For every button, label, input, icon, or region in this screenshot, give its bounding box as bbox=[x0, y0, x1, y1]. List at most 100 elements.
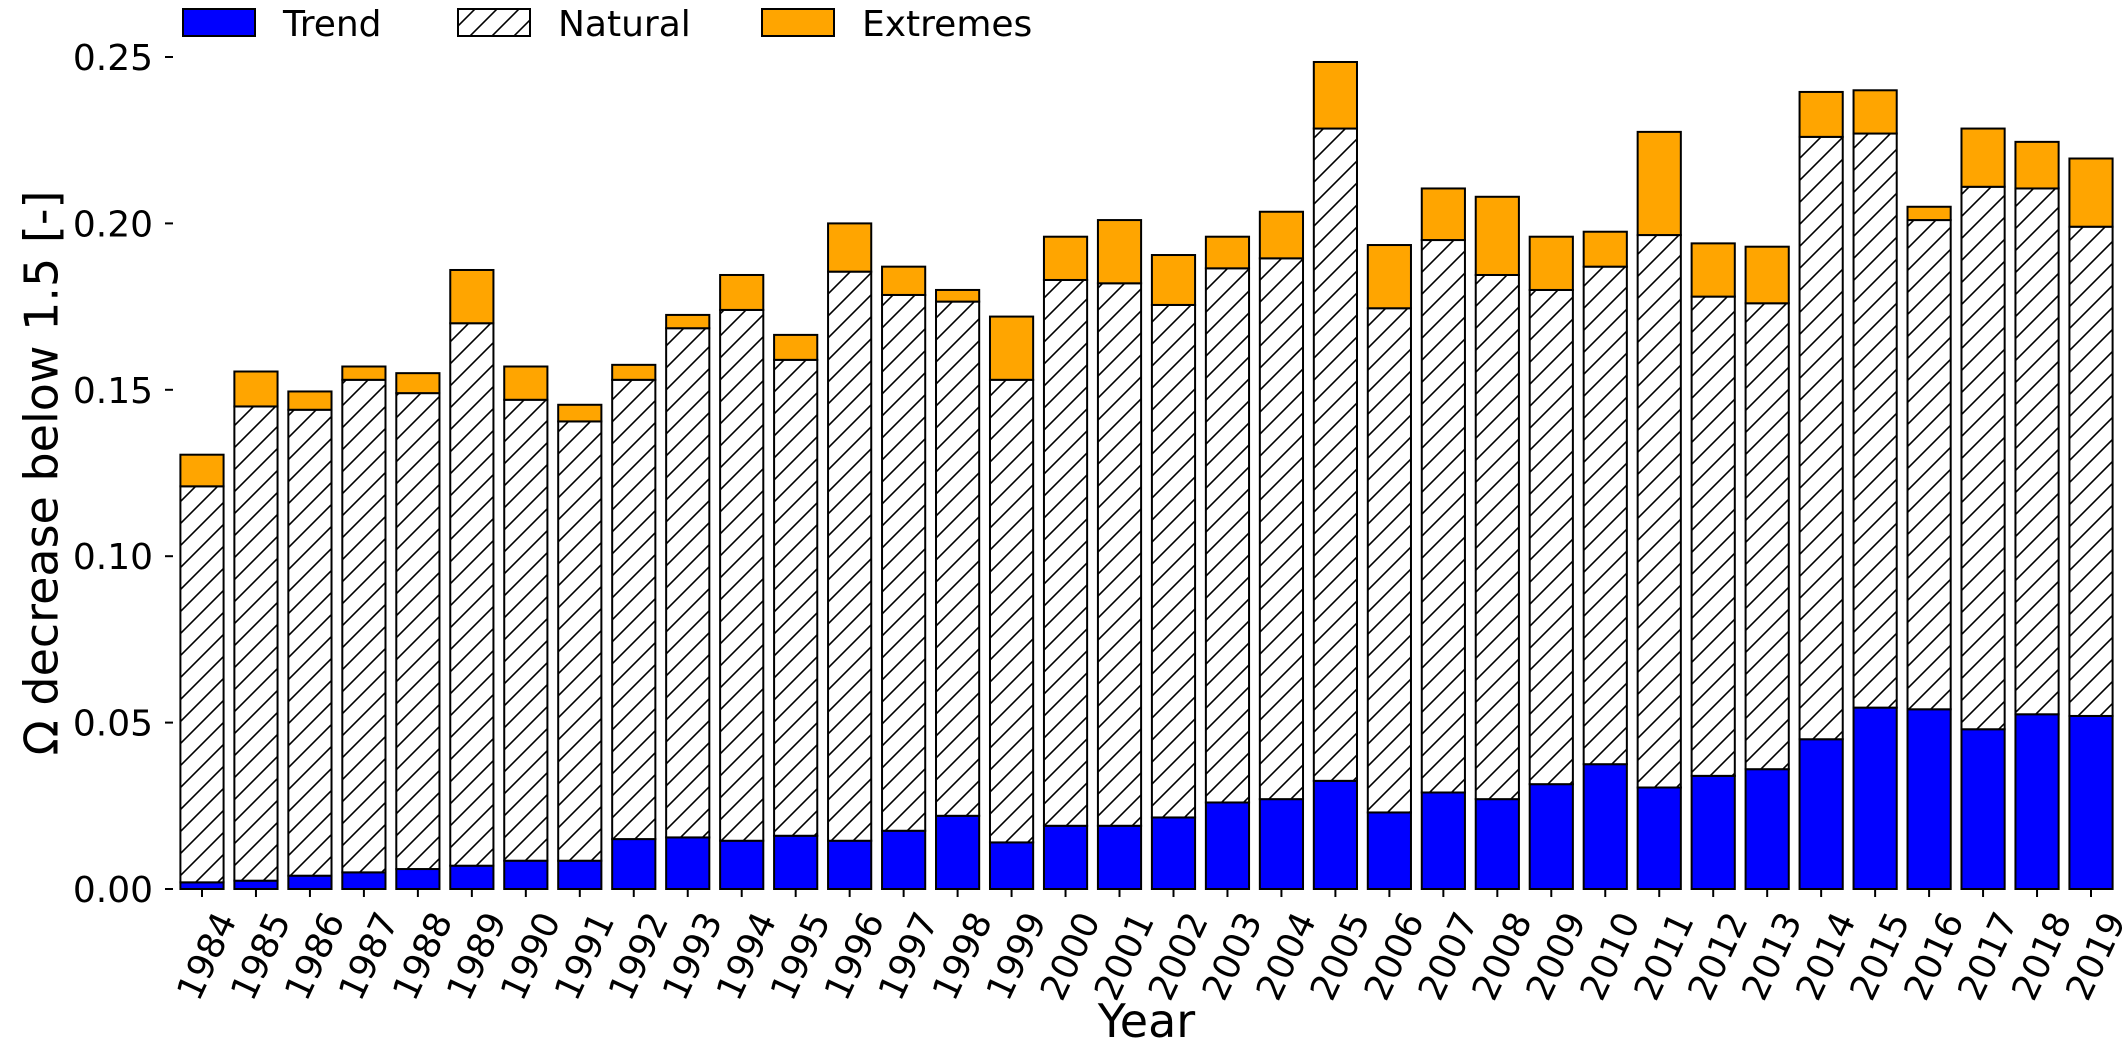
bar-natural-1999 bbox=[988, 378, 1035, 844]
bar-extremes-1999 bbox=[988, 315, 1035, 381]
bar-extremes-2019 bbox=[2068, 157, 2114, 228]
legend-swatch-extremes bbox=[761, 8, 835, 37]
bar-trend-1986 bbox=[287, 874, 333, 891]
bar-trend-2006 bbox=[1366, 811, 1412, 891]
bar-natural-1998 bbox=[935, 300, 981, 817]
bar-trend-2005 bbox=[1312, 779, 1358, 891]
bar-natural-2013 bbox=[1744, 302, 1790, 771]
bar-extremes-2012 bbox=[1690, 242, 1736, 298]
bar-extremes-2016 bbox=[1906, 205, 1952, 222]
legend-swatch-natural bbox=[457, 8, 531, 37]
bar-extremes-2011 bbox=[1636, 130, 1682, 237]
y-tick-label: 0.25 bbox=[73, 38, 153, 79]
bar-natural-2015 bbox=[1852, 132, 1898, 709]
bar-natural-2004 bbox=[1258, 257, 1305, 801]
legend-label-trend: Trend bbox=[282, 4, 382, 45]
bar-natural-2019 bbox=[2068, 225, 2114, 717]
bar-trend-2002 bbox=[1150, 816, 1197, 891]
y-tick-label: 0.00 bbox=[73, 870, 153, 911]
bar-natural-1997 bbox=[881, 293, 927, 832]
bar-extremes-2006 bbox=[1366, 244, 1412, 310]
bar-natural-1990 bbox=[503, 398, 549, 862]
bar-natural-2001 bbox=[1096, 282, 1143, 827]
bar-natural-1985 bbox=[233, 405, 279, 882]
bar-trend-1997 bbox=[881, 829, 927, 891]
bar-extremes-2007 bbox=[1420, 187, 1466, 242]
bar-extremes-2002 bbox=[1150, 254, 1197, 306]
y-tick-label: 0.15 bbox=[73, 371, 153, 412]
legend-label-extremes: Extremes bbox=[862, 4, 1032, 45]
bar-natural-1986 bbox=[287, 408, 333, 877]
bar-extremes-2003 bbox=[1204, 235, 1251, 270]
bar-extremes-2000 bbox=[1042, 235, 1089, 281]
bar-extremes-2010 bbox=[1582, 230, 1628, 268]
bar-trend-1994 bbox=[719, 839, 765, 890]
x-axis-title: Year bbox=[1097, 994, 1195, 1048]
bar-extremes-1998 bbox=[935, 288, 981, 303]
bar-trend-1991 bbox=[557, 859, 603, 891]
bar-trend-2004 bbox=[1258, 798, 1305, 891]
bar-natural-1989 bbox=[449, 322, 495, 867]
bars bbox=[179, 60, 2114, 891]
bar-extremes-1993 bbox=[665, 313, 711, 330]
bar-extremes-1992 bbox=[611, 363, 657, 381]
bar-trend-2016 bbox=[1906, 708, 1952, 890]
bar-trend-1990 bbox=[503, 859, 549, 891]
y-axis-title: Ω decrease below 1.5 [-] bbox=[15, 191, 69, 756]
bar-extremes-2018 bbox=[2014, 140, 2060, 190]
bar-natural-1994 bbox=[719, 308, 765, 842]
bar-trend-1989 bbox=[449, 864, 495, 891]
bar-trend-1985 bbox=[233, 879, 279, 890]
y-tick-label: 0.20 bbox=[73, 204, 153, 245]
bar-trend-2019 bbox=[2068, 714, 2114, 890]
bar-extremes-1984 bbox=[179, 453, 225, 488]
bar-natural-2002 bbox=[1150, 303, 1197, 819]
bar-natural-2000 bbox=[1042, 278, 1089, 827]
legend: Trend Natural Extremes bbox=[182, 4, 1032, 45]
bar-natural-2011 bbox=[1636, 234, 1682, 789]
bar-extremes-1985 bbox=[233, 370, 279, 408]
bar-extremes-1997 bbox=[881, 265, 927, 296]
bar-trend-1992 bbox=[611, 838, 657, 891]
x-axis: 1984198519861987198819891990199119921993… bbox=[169, 889, 2128, 1007]
bar-trend-2009 bbox=[1528, 783, 1574, 890]
bar-trend-2018 bbox=[2014, 713, 2060, 891]
bar-extremes-2001 bbox=[1096, 219, 1143, 285]
y-tick-label: 0.05 bbox=[73, 704, 153, 745]
bar-trend-2011 bbox=[1636, 786, 1682, 890]
bar-natural-1984 bbox=[179, 485, 225, 884]
bar-extremes-1996 bbox=[827, 222, 873, 273]
bar-trend-2001 bbox=[1096, 824, 1143, 891]
bar-trend-1988 bbox=[395, 868, 441, 891]
bar-trend-1993 bbox=[665, 836, 711, 890]
bar-extremes-2009 bbox=[1528, 235, 1574, 291]
bar-trend-2013 bbox=[1744, 768, 1790, 890]
bar-natural-2012 bbox=[1690, 295, 1736, 777]
bar-natural-1987 bbox=[341, 378, 387, 874]
bar-extremes-1991 bbox=[557, 403, 603, 423]
bar-natural-2010 bbox=[1582, 265, 1628, 766]
bar-extremes-1989 bbox=[449, 268, 495, 325]
bar-extremes-2005 bbox=[1312, 60, 1358, 130]
bar-natural-1995 bbox=[773, 358, 819, 837]
bar-natural-2007 bbox=[1420, 239, 1466, 794]
bar-trend-2007 bbox=[1420, 791, 1466, 890]
bar-extremes-2014 bbox=[1798, 90, 1844, 138]
bar-trend-1998 bbox=[935, 814, 981, 891]
bar-natural-1991 bbox=[557, 420, 603, 862]
bar-natural-2016 bbox=[1906, 219, 1952, 711]
bar-extremes-2013 bbox=[1744, 245, 1790, 305]
bar-extremes-2008 bbox=[1474, 195, 1520, 276]
bar-extremes-1990 bbox=[503, 365, 549, 401]
bar-trend-2012 bbox=[1690, 774, 1736, 890]
bar-trend-2000 bbox=[1042, 824, 1089, 891]
bar-trend-1995 bbox=[773, 834, 819, 890]
bar-natural-2003 bbox=[1204, 267, 1251, 804]
bar-trend-2017 bbox=[1960, 728, 2006, 891]
bar-trend-2008 bbox=[1474, 798, 1520, 891]
bar-trend-1987 bbox=[341, 871, 387, 890]
bar-trend-2014 bbox=[1798, 738, 1844, 890]
bar-extremes-2017 bbox=[1960, 127, 2006, 188]
bar-natural-2018 bbox=[2014, 187, 2060, 716]
